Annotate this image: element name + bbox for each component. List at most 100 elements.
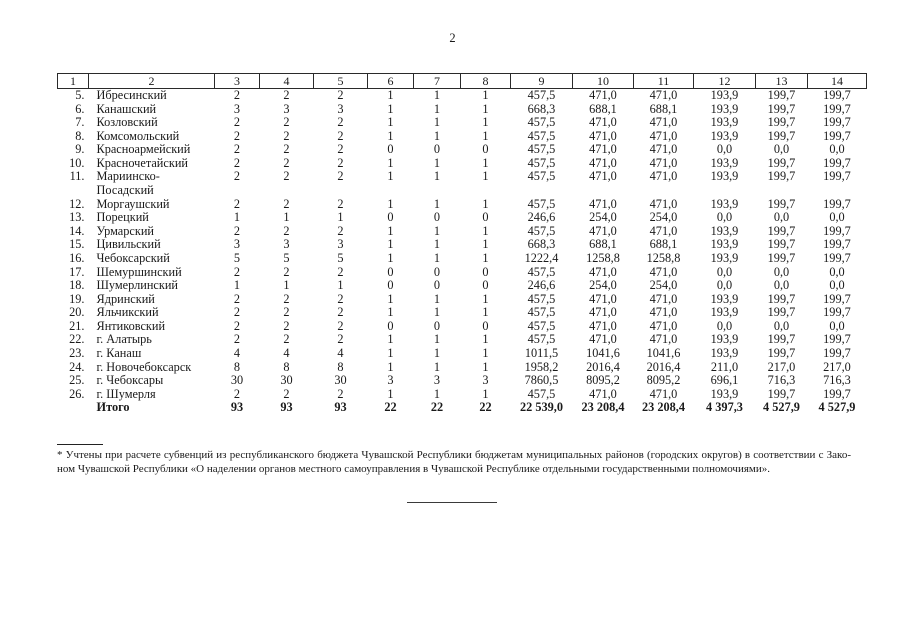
value-cell: 5 [233, 251, 241, 265]
table-row: 11. Мариинско- Посадский 2 2 2 1 1 1 457,5 471,0 4… [58, 170, 867, 197]
value-cell: 1 [433, 197, 441, 211]
value-cell: 2 [283, 129, 290, 143]
value-cell: 457,5 [527, 143, 556, 157]
value-cell: 0 [387, 265, 394, 279]
value-cell: 2 [233, 265, 241, 279]
value-cell: 0 [387, 211, 394, 225]
row-number: 17. [69, 265, 85, 279]
value-cell: 471,0 [649, 116, 678, 130]
value-cell: 199,7 [823, 116, 851, 130]
value-cell: 3 [337, 102, 344, 116]
value-cell: 0,0 [773, 265, 790, 279]
value-cell: 1 [433, 129, 441, 143]
value-cell: 199,7 [767, 88, 796, 102]
column-header: 7 [413, 73, 461, 89]
district-name: Моргаушский [96, 197, 170, 211]
value-cell: 0,0 [773, 211, 790, 225]
value-cell: 471,0 [649, 333, 678, 347]
value-cell: 688,1 [589, 238, 617, 252]
value-cell: 193,9 [710, 170, 739, 184]
value-cell: 199,7 [823, 102, 851, 116]
value-cell: 1 [387, 224, 394, 238]
value-cell: 199,7 [767, 333, 796, 347]
value-cell: 30 [230, 374, 244, 388]
table-row: 22. г. Алатырь 2 2 2 1 1 1 457,5 471,0 471,0 193,9 1… [58, 333, 867, 347]
district-name: Ядринский [96, 292, 155, 306]
district-name: Порецкий [96, 211, 149, 225]
value-cell: 199,7 [767, 129, 796, 143]
value-cell: 2 [283, 333, 290, 347]
value-cell: 193,9 [710, 292, 739, 306]
value-cell: 199,7 [823, 156, 851, 170]
value-cell: 1 [433, 102, 441, 116]
value-cell: 1041,6 [646, 346, 681, 360]
value-cell: 22 [384, 401, 397, 415]
column-header: 2 [88, 73, 215, 89]
value-cell: 3 [482, 374, 489, 388]
value-cell: 1 [387, 306, 394, 320]
value-cell: 1 [482, 116, 489, 130]
value-cell: 3 [233, 102, 241, 116]
value-cell: 2 [337, 170, 344, 184]
value-cell: 0,0 [829, 279, 845, 293]
table-row: 6. Канашский 3 3 3 1 1 1 668,3 688,1 688,1 193,9 199… [58, 103, 867, 117]
footnote-line-2: ном Чувашской Республики «О наделении ор… [57, 463, 771, 475]
value-cell: 1 [387, 238, 394, 252]
value-cell: 1 [387, 360, 394, 374]
value-cell: 471,0 [589, 143, 617, 157]
district-name: Комсомольский [96, 129, 180, 143]
district-name: Шемуршинский [96, 265, 182, 279]
value-cell: 23 208,4 [581, 401, 625, 415]
value-cell: 471,0 [589, 116, 617, 130]
row-number: 19. [69, 292, 85, 306]
column-header: 14 [807, 73, 867, 89]
column-header: 9 [510, 73, 573, 89]
value-cell: 471,0 [589, 306, 617, 320]
value-cell: 1 [387, 346, 394, 360]
value-cell: 199,7 [767, 387, 796, 401]
value-cell: 1 [283, 211, 290, 225]
value-cell: 254,0 [589, 211, 617, 225]
value-cell: 2 [233, 224, 241, 238]
value-cell: 193,9 [710, 224, 739, 238]
value-cell: 457,5 [527, 170, 556, 184]
district-name: Янтиковский [96, 319, 166, 333]
value-cell: 3 [433, 374, 441, 388]
value-cell: 199,7 [767, 156, 796, 170]
value-cell: 199,7 [767, 346, 796, 360]
value-cell: 199,7 [767, 197, 796, 211]
value-cell: 0 [482, 143, 489, 157]
value-cell: 254,0 [649, 279, 678, 293]
value-cell: 254,0 [589, 279, 617, 293]
value-cell: 193,9 [710, 333, 739, 347]
row-number: 12. [69, 197, 85, 211]
value-cell: 2 [337, 116, 344, 130]
value-cell: 2 [337, 88, 344, 102]
value-cell: 7860,5 [524, 374, 559, 388]
value-cell: 0 [482, 211, 489, 225]
table-row: 10. Красночетайский 2 2 2 1 1 1 457,5 471,0 471,0 1… [58, 157, 867, 171]
value-cell: 199,7 [823, 333, 851, 347]
value-cell: 93 [230, 401, 244, 415]
value-cell: 193,9 [710, 156, 739, 170]
value-cell: 0 [433, 265, 441, 279]
value-cell: 0,0 [716, 143, 733, 157]
value-cell: 3 [283, 102, 290, 116]
table-body: 5. Ибресинский 2 2 2 1 1 1 457,5 471,0 471,0 193,9 1… [58, 89, 867, 415]
value-cell: 457,5 [527, 333, 556, 347]
district-name: Канашский [96, 102, 157, 116]
footnote-separator-line [57, 444, 103, 445]
value-cell: 93 [280, 401, 293, 415]
value-cell: 246,6 [527, 211, 556, 225]
district-name: Яльчикский [96, 306, 159, 320]
value-cell: 471,0 [589, 88, 617, 102]
value-cell: 716,3 [767, 374, 796, 388]
value-cell: 1 [433, 88, 441, 102]
value-cell: 1 [482, 333, 489, 347]
value-cell: 0 [387, 279, 394, 293]
value-cell: 193,9 [710, 306, 739, 320]
value-cell: 471,0 [589, 387, 617, 401]
table-row: 16. Чебоксарский 5 5 5 1 1 1 1222,4 1258,8 1258,8 1… [58, 252, 867, 266]
value-cell: 199,7 [823, 346, 851, 360]
value-cell: 1 [482, 360, 489, 374]
